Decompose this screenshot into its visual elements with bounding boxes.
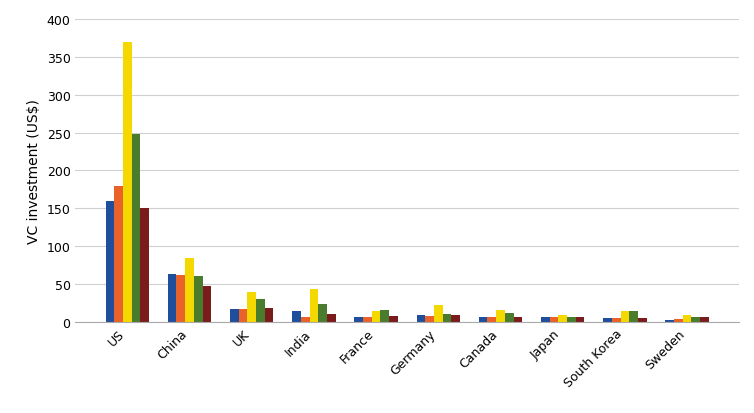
Bar [691,318,700,322]
Bar [372,311,381,322]
Bar [247,292,256,322]
Bar [700,318,709,322]
Bar [558,316,567,322]
Bar [479,317,487,322]
Bar [665,320,674,322]
Bar [106,201,115,322]
Bar [452,316,460,322]
Bar [230,309,239,322]
Bar [265,308,274,322]
Bar [239,309,247,322]
Bar [301,317,310,322]
Bar [550,317,558,322]
Bar [638,318,647,322]
Bar [354,318,363,322]
Bar [505,313,513,322]
Bar [443,315,452,322]
Bar [541,317,550,322]
Bar [167,275,176,322]
Bar [203,287,211,322]
Bar [567,317,576,322]
Bar [611,318,621,322]
Bar [603,318,611,322]
Bar [318,304,327,322]
Bar [123,43,132,322]
Bar [194,277,203,322]
Bar [674,319,682,322]
Bar [176,275,185,322]
Bar [487,317,496,322]
Bar [140,209,149,322]
Bar [682,316,691,322]
Bar [292,311,301,322]
Bar [256,299,265,322]
Bar [576,318,584,322]
Bar [327,315,336,322]
Bar [363,317,372,322]
Bar [185,259,194,322]
Bar [434,306,443,322]
Bar [513,317,523,322]
Bar [630,311,638,322]
Bar [416,316,425,322]
Bar [115,186,123,322]
Bar [496,310,505,322]
Bar [621,311,630,322]
Bar [132,135,140,322]
Bar [389,316,398,322]
Bar [310,290,318,322]
Bar [425,316,434,322]
Y-axis label: VC investment (US$): VC investment (US$) [27,99,41,243]
Bar [381,310,389,322]
